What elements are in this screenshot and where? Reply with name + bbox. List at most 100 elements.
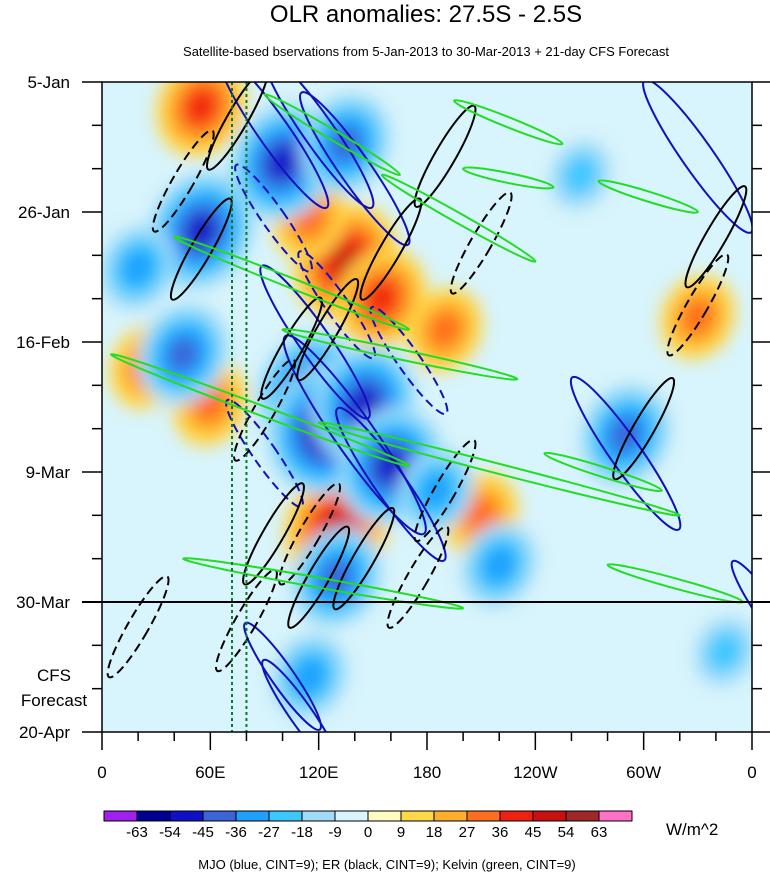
colorbar: -63 -54 -45 -36 -27 -18 -9 0 9 18 27 36 45 54 63 — [103, 810, 633, 841]
anomaly-field — [102, 82, 752, 719]
colorbar-cell — [103, 810, 138, 822]
x-tick-label: 60E — [195, 763, 225, 782]
er-contour — [260, 296, 324, 400]
colorbar-cell — [565, 810, 600, 822]
colorbar-cell — [268, 810, 303, 822]
forecast-label-line-2: Forecast — [21, 691, 87, 710]
mjo-contour — [225, 398, 304, 509]
anomaly-blob — [464, 497, 498, 534]
x-tick-label: 120E — [299, 763, 339, 782]
er-contour — [296, 277, 360, 382]
colorbar-units: W/m^2 — [666, 820, 718, 839]
y-tick-label: 16-Feb — [16, 333, 70, 352]
colorbar-tick-label: -54 — [159, 824, 181, 841]
chart-title: OLR anomalies: 27.5S - 2.5S — [270, 1, 582, 28]
y-tick-label: 5-Jan — [27, 73, 70, 92]
colorbar-tick-label: 18 — [426, 824, 443, 841]
anomaly-blob — [681, 299, 715, 336]
mjo-contour — [262, 82, 375, 210]
er-contour — [287, 525, 351, 629]
phase-lines — [231, 82, 248, 732]
mjo-contour — [297, 250, 377, 360]
kelvin-contour — [597, 179, 699, 214]
colorbar-cell — [235, 810, 270, 822]
er-contour — [612, 377, 676, 481]
colorbar-cell — [433, 810, 468, 822]
kelvin-contour — [110, 353, 410, 468]
er-contour — [684, 185, 748, 289]
er-contour — [386, 525, 450, 629]
colorbar-tick-label: 0 — [364, 824, 372, 841]
er-contour — [449, 191, 513, 295]
colorbar-cell — [169, 810, 204, 822]
colorbar-cell — [367, 810, 402, 822]
er-contour — [242, 482, 305, 586]
anomaly-blob — [562, 154, 599, 196]
colorbar-cell — [466, 810, 501, 822]
mjo-contour — [569, 375, 682, 532]
anomaly-blob — [349, 387, 379, 420]
mjo-contour — [261, 658, 341, 732]
er-contour — [278, 482, 342, 586]
colorbar-cell — [136, 810, 171, 822]
y-axis: 5-Jan 26-Jan 16-Feb 9-Mar 30-Mar 20-Apr — [16, 73, 770, 742]
mjo-contour — [234, 163, 313, 273]
y-tick-label: 26-Jan — [18, 203, 70, 222]
mjo-contour — [217, 82, 330, 210]
er-contours — [106, 82, 748, 679]
anomaly-blob — [121, 249, 155, 286]
mjo-contour — [282, 334, 427, 536]
colorbar-tick-label: -18 — [291, 824, 313, 841]
y-tick-label: 9-Mar — [26, 463, 71, 482]
anomaly-blob — [483, 546, 516, 584]
anomaly-blob — [186, 89, 217, 124]
x-tick-label: 120W — [513, 763, 557, 782]
anomaly-blob — [268, 146, 297, 179]
x-tick-label: 0 — [747, 763, 756, 782]
colorbar-cell — [598, 810, 633, 822]
plot-area — [102, 82, 752, 732]
kelvin-contour — [182, 557, 465, 610]
colorbar-cell — [400, 810, 435, 822]
mjo-contour — [642, 82, 752, 234]
mjo-contour — [243, 621, 322, 731]
colorbar-tick-label: 63 — [591, 824, 608, 841]
anomaly-blob — [321, 560, 352, 595]
colorbar-tick-label: -36 — [225, 824, 247, 841]
kelvin-contour — [380, 173, 537, 263]
colorbar-tick-label: -9 — [328, 824, 341, 841]
colorbar-cell — [202, 810, 237, 822]
contour-note: MJO (blue, CINT=9); ER (black, CINT=9); … — [198, 857, 575, 872]
colorbar-tick-label: 54 — [558, 824, 575, 841]
colorbar-tick-label: -45 — [192, 824, 214, 841]
anomaly-blob — [376, 449, 406, 482]
forecast-label-line-1: CFS — [37, 666, 71, 685]
er-contour — [106, 575, 170, 679]
er-contour — [151, 129, 215, 233]
y-tick-label: 20-Apr — [19, 723, 70, 742]
er-contour — [666, 253, 730, 357]
colorbar-tick-label: 27 — [459, 824, 476, 841]
x-tick-label: 0 — [97, 763, 106, 782]
colorbar-tick-label: -27 — [258, 824, 280, 841]
er-contour — [359, 197, 423, 301]
x-tick-label: 180 — [413, 763, 441, 782]
kelvin-contour — [462, 166, 555, 190]
er-contour — [413, 104, 477, 208]
colorbar-cell — [532, 810, 567, 822]
anomaly-blob — [428, 311, 462, 348]
er-contour — [233, 358, 296, 462]
colorbar-cell — [499, 810, 534, 822]
colorbar-tick-label: 9 — [397, 824, 405, 841]
anomaly-blob — [706, 630, 744, 673]
y-tick-label: 30-Mar — [16, 593, 70, 612]
kelvin-contour — [543, 451, 663, 493]
x-axis: 0 60E 120E 180 120W 60W 0 — [97, 732, 757, 782]
kelvin-contours — [110, 93, 744, 610]
colorbar-tick-label: -63 — [126, 824, 148, 841]
kelvin-contour — [281, 328, 519, 381]
x-tick-label: 60W — [626, 763, 661, 782]
er-contour — [413, 438, 477, 543]
er-contour — [332, 507, 396, 611]
